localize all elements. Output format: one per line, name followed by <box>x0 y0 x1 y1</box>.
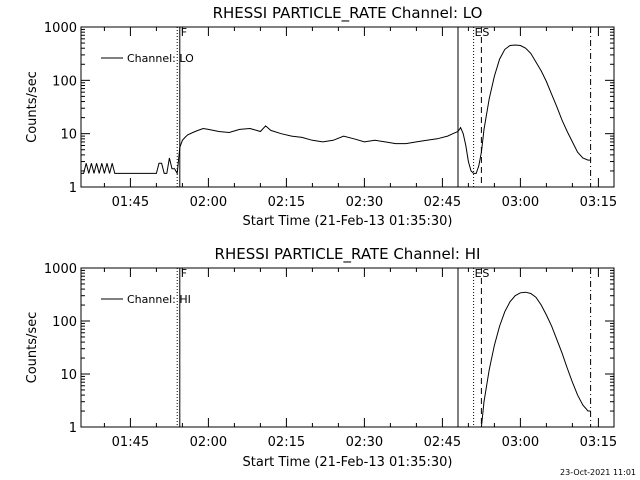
x-tick-label: 03:15 <box>580 435 617 450</box>
x-tick-label: 02:00 <box>190 195 227 210</box>
x-tick-label: 02:15 <box>268 195 305 210</box>
y-tick-label: 10 <box>60 128 77 143</box>
x-tick-label: 02:30 <box>346 195 383 210</box>
chart-title: RHESSI PARTICLE_RATE Channel: LO <box>213 4 483 23</box>
x-tick-label: 01:45 <box>112 195 149 210</box>
legend-entry: Channel: LO <box>127 52 194 65</box>
x-tick-label: 03:15 <box>580 195 617 210</box>
y-tick-label: 100 <box>52 74 77 89</box>
x-tick-label: 02:30 <box>346 435 383 450</box>
y-tick-label: 1000 <box>44 262 77 277</box>
plot-frame <box>80 26 615 188</box>
x-tick-label: 03:00 <box>502 195 539 210</box>
y-axis-label: Counts/sec <box>25 312 40 384</box>
event-marker-label: E <box>475 267 482 280</box>
event-marker-label: S <box>482 26 489 39</box>
event-marker-label: E <box>475 26 482 39</box>
x-tick-label: 02:00 <box>190 435 227 450</box>
plot-frame <box>80 267 615 428</box>
x-tick-label: 01:45 <box>112 435 149 450</box>
footer-date-stamp: 23-Oct-2021 11:01 <box>560 468 636 477</box>
legend-entry: Channel: HI <box>127 293 191 306</box>
x-tick-label: 03:00 <box>502 435 539 450</box>
event-marker-label: F <box>181 267 187 280</box>
y-tick-label: 1 <box>69 421 77 436</box>
x-axis-label: Start Time (21-Feb-13 01:35:30) <box>243 455 453 470</box>
x-tick-label: 02:45 <box>424 195 461 210</box>
event-marker-label: F <box>181 26 187 39</box>
chart-title: RHESSI PARTICLE_RATE Channel: HI <box>215 245 481 264</box>
y-tick-label: 1000 <box>44 21 77 36</box>
x-tick-label: 02:45 <box>424 435 461 450</box>
y-tick-label: 1 <box>69 181 77 196</box>
y-axis-label: Counts/sec <box>25 71 40 143</box>
y-tick-label: 10 <box>60 368 77 383</box>
series-line <box>81 44 591 176</box>
y-tick-label: 100 <box>52 315 77 330</box>
event-marker-label: S <box>482 267 489 280</box>
x-axis-label: Start Time (21-Feb-13 01:35:30) <box>243 214 453 229</box>
series-line <box>480 291 591 428</box>
x-tick-label: 02:15 <box>268 435 305 450</box>
